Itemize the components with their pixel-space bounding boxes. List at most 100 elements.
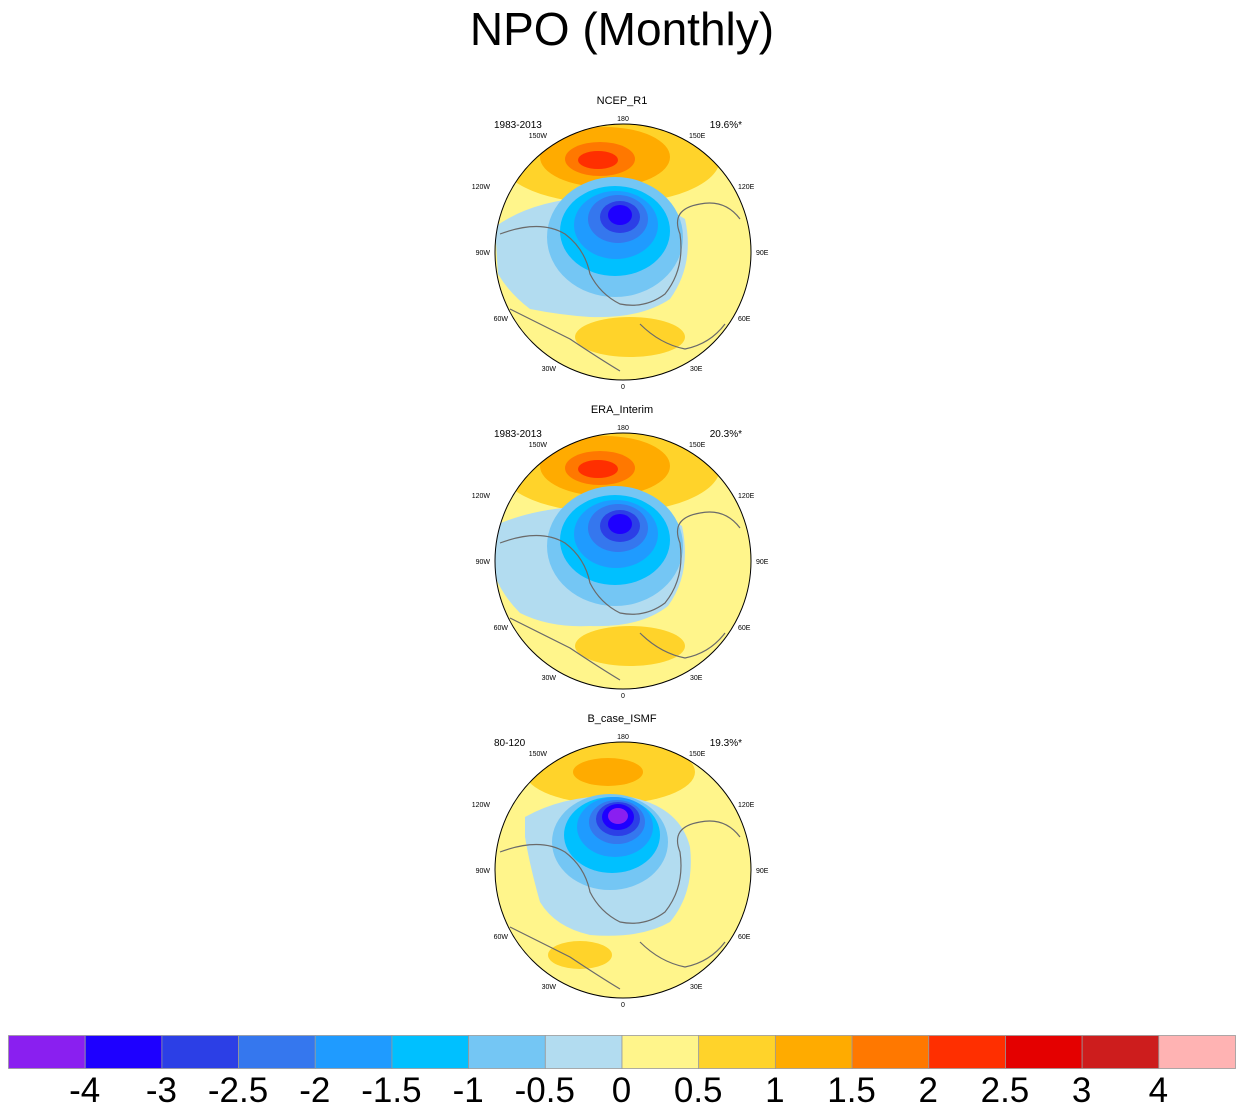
contour-pos-bottom-0-5	[575, 626, 685, 666]
polar-map: 180 0 150W 150E 120W 120E 90W 90E 60W 60…	[472, 425, 769, 700]
label-0: 0	[621, 1002, 625, 1009]
figure-title: NPO (Monthly)	[469, 3, 775, 55]
label-60e: 60E	[738, 934, 751, 941]
label-150w: 150W	[529, 442, 548, 449]
panel-b-case-ismf: B_case_ISMF 80-120 19.3%* 180 0 150W 150…	[470, 713, 774, 1009]
label-30e: 30E	[690, 984, 703, 991]
label-120w: 120W	[472, 493, 491, 500]
contour-pos-2	[578, 151, 618, 169]
label-90w: 90W	[476, 559, 491, 566]
contour-pos-bottom-0-5	[575, 317, 685, 357]
colorbar-tick-label: 2.5	[980, 1071, 1030, 1110]
colorbar-box	[468, 1035, 546, 1069]
label-120w: 120W	[472, 802, 491, 809]
colorbar-tick-label: -2	[299, 1071, 331, 1110]
colorbar-box	[314, 1035, 393, 1069]
coastline	[499, 511, 741, 681]
label-30w: 30W	[542, 675, 557, 682]
colorbar-tick-label: 0	[611, 1071, 632, 1110]
colorbar-box	[161, 1035, 239, 1069]
colorbar-tick-label: -4	[69, 1071, 101, 1110]
label-30w: 30W	[542, 984, 557, 991]
panel-ncep-r1: NCEP_R1 1983-2013 19.6%* 180 0 150W	[470, 95, 774, 391]
label-30e: 30E	[690, 675, 703, 682]
coastline	[499, 820, 741, 990]
label-150e: 150E	[689, 442, 706, 449]
colorbar-box	[84, 1035, 163, 1069]
coastline	[499, 202, 741, 372]
panel-variance-percent: 20.3%*	[709, 429, 742, 440]
label-60e: 60E	[738, 316, 751, 323]
colorbar-tick-label: -2.5	[207, 1071, 269, 1110]
colorbar-tick-label: 4	[1148, 1071, 1169, 1110]
colorbar-box	[621, 1035, 700, 1069]
panel-variance-percent: 19.3%*	[709, 738, 742, 749]
label-180: 180	[617, 425, 629, 432]
colorbar-box	[1081, 1035, 1160, 1069]
label-90w: 90W	[476, 250, 491, 257]
panel-title: ERA_Interim	[590, 404, 654, 416]
colorbar-tick-label: 3	[1071, 1071, 1092, 1110]
label-60w: 60W	[494, 316, 509, 323]
colorbar-tick-label: 0.5	[673, 1071, 723, 1110]
polar-map: 180 0 150W 150E 120W 120E 90W 90E 60W 60…	[472, 116, 769, 391]
colorbar-box	[8, 1035, 86, 1069]
colorbar-tick-label: -3	[145, 1071, 177, 1110]
map-boundary	[494, 432, 752, 690]
label-180: 180	[617, 734, 629, 741]
contour-neg-3	[608, 205, 632, 225]
label-150w: 150W	[529, 751, 548, 758]
colorbar-tick-label: -1.5	[361, 1071, 422, 1110]
label-90e: 90E	[756, 250, 769, 257]
label-30e: 30E	[690, 366, 703, 373]
panel-era-interim: ERA_Interim 1983-2013 20.3%* 180 0 150W …	[470, 404, 774, 700]
panel-period: 80-120	[494, 738, 526, 749]
colorbar-tick-label: -0.5	[514, 1071, 575, 1110]
label-90e: 90E	[756, 559, 769, 566]
label-30w: 30W	[542, 366, 557, 373]
colorbar-tick-label: 1.5	[827, 1071, 876, 1110]
contour-neg-4	[608, 808, 628, 824]
colorbar-box	[391, 1035, 470, 1069]
contour-pos-2	[578, 460, 618, 478]
label-150w: 150W	[529, 133, 548, 140]
contour-pos-1	[573, 758, 643, 786]
polar-map: 180 0 150W 150E 120W 120E 90W 90E 60W 60…	[472, 734, 769, 1009]
label-120e: 120E	[738, 184, 755, 191]
label-60w: 60W	[494, 625, 509, 632]
panel-title: B_case_ISMF	[587, 713, 657, 725]
colorbar-box	[1005, 1035, 1083, 1069]
contour-pos-bottom-0-5	[548, 941, 612, 969]
colorbar-labels: -4 -3 -2.5 -2 -1.5 -1 -0.5 0 0.5 1 1.5 2 2.5 3 4	[0, 1071, 1244, 1115]
label-90w: 90W	[476, 868, 491, 875]
label-0: 0	[621, 384, 625, 391]
label-150e: 150E	[689, 133, 706, 140]
label-120e: 120E	[738, 493, 755, 500]
colorbar-box	[851, 1035, 930, 1069]
panel-period: 1983-2013	[494, 429, 542, 440]
label-90e: 90E	[756, 868, 769, 875]
contour-neg-3	[608, 514, 632, 534]
colorbar	[8, 1035, 1236, 1069]
label-60w: 60W	[494, 934, 509, 941]
colorbar-box	[774, 1035, 853, 1069]
colorbar-box	[698, 1035, 776, 1069]
label-0: 0	[621, 693, 625, 700]
panel-variance-percent: 19.6%*	[709, 120, 742, 131]
label-120w: 120W	[472, 184, 491, 191]
label-180: 180	[617, 116, 629, 123]
label-120e: 120E	[738, 802, 755, 809]
map-boundary	[494, 123, 752, 381]
colorbar-box	[544, 1035, 623, 1069]
colorbar-box	[928, 1035, 1006, 1069]
label-150e: 150E	[689, 751, 706, 758]
colorbar-tick-label: -1	[452, 1071, 484, 1110]
panel-title: NCEP_R1	[596, 95, 648, 107]
colorbar-tick-label: 2	[918, 1071, 938, 1110]
label-60e: 60E	[738, 625, 751, 632]
colorbar-box	[1158, 1035, 1236, 1069]
colorbar-tick-label: 1	[765, 1071, 785, 1110]
map-boundary	[494, 741, 752, 999]
panel-period: 1983-2013	[494, 120, 542, 131]
colorbar-box	[238, 1035, 316, 1069]
